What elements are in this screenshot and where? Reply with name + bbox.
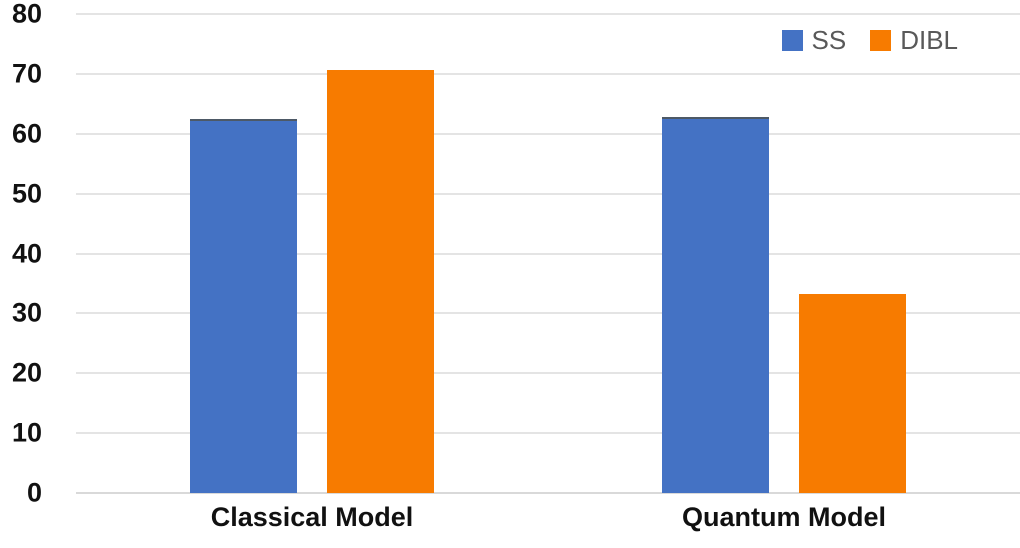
category-label: Classical Model <box>210 502 414 532</box>
y-tick-label: 10 <box>11 417 42 448</box>
legend-item-ss: SS <box>781 25 847 55</box>
y-tick-label: 30 <box>11 297 42 328</box>
bar-group <box>76 14 548 493</box>
y-tick-label: 20 <box>11 357 42 388</box>
legend-label: DIBL <box>900 25 958 55</box>
bar-ss-classical-model <box>190 119 297 493</box>
legend-swatch-ss <box>781 29 803 51</box>
legend: SS DIBL <box>781 25 958 55</box>
gridline <box>76 252 1020 255</box>
y-tick-label: 40 <box>11 238 42 268</box>
gridline <box>76 312 1020 315</box>
bar-group <box>548 14 1020 493</box>
bar-dibl-classical-model <box>327 69 434 493</box>
y-tick-label: 60 <box>11 118 42 149</box>
axis-baseline <box>76 492 1020 494</box>
y-tick-label: 80 <box>11 0 42 29</box>
legend-swatch-dibl <box>870 29 892 51</box>
bars-layer <box>76 14 1020 493</box>
legend-item-dibl: DIBL <box>870 27 958 53</box>
y-tick-label: 50 <box>11 178 42 209</box>
bar-dibl-quantum-model <box>799 294 906 493</box>
gridline <box>76 432 1020 435</box>
y-axis: 0 10 20 30 40 50 60 70 80 <box>0 0 42 506</box>
gridline <box>76 192 1020 195</box>
legend-label: SS <box>811 25 847 55</box>
gridline <box>76 372 1020 375</box>
bar-ss-quantum-model <box>662 117 769 493</box>
x-axis: Classical Model Quantum Model <box>76 493 1020 548</box>
gridline <box>76 13 1020 15</box>
gridline-layer <box>76 13 1020 494</box>
y-tick-label: 0 <box>26 477 42 508</box>
y-tick-label: 70 <box>11 58 42 89</box>
category-label: Quantum Model <box>682 502 886 532</box>
gridline <box>76 132 1020 135</box>
gridline <box>76 72 1020 75</box>
plot-area <box>76 13 1020 494</box>
